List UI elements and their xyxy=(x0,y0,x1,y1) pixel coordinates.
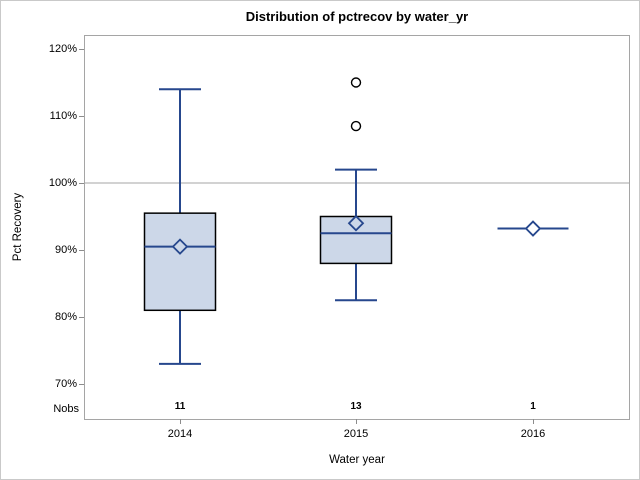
x-tick-mark xyxy=(533,419,534,424)
x-tick-mark xyxy=(356,419,357,424)
outlier-point xyxy=(350,120,362,132)
mean-diamond-icon xyxy=(171,238,189,255)
x-tick-mark xyxy=(180,419,181,424)
plot-area xyxy=(84,35,630,420)
y-tick-label: 80% xyxy=(54,311,77,323)
mean-diamond-icon xyxy=(347,214,365,232)
chart-title: Distribution of pctrecov by water_yr xyxy=(245,9,469,24)
boxplot-canvas xyxy=(85,77,629,365)
x-tick-label: 2015 xyxy=(343,428,369,440)
outlier-point xyxy=(350,77,362,88)
box-rect xyxy=(143,212,217,312)
y-tick-label: 90% xyxy=(54,244,77,256)
y-axis-title-text: Pct Recovery xyxy=(12,192,25,261)
x-tick-label: 2016 xyxy=(520,428,546,440)
nobs-value: 11 xyxy=(174,401,186,412)
y-tick-mark xyxy=(79,116,84,117)
mean-diamond-icon xyxy=(524,220,542,237)
y-tick-mark xyxy=(79,384,84,385)
nobs-row-label: Nobs xyxy=(53,403,79,415)
y-tick-mark xyxy=(79,250,84,251)
nobs-value: 13 xyxy=(350,401,362,412)
y-tick-label: 120% xyxy=(48,43,77,55)
y-tick-label: 70% xyxy=(54,378,77,390)
x-tick-label: 2014 xyxy=(167,428,193,440)
y-axis-title: Pct Recovery xyxy=(3,35,33,418)
x-axis-title: Water year xyxy=(329,454,385,466)
y-tick-label: 100% xyxy=(48,177,77,189)
y-tick-mark xyxy=(79,49,84,50)
y-tick-mark xyxy=(79,317,84,318)
y-tick-label: 110% xyxy=(49,110,77,122)
nobs-value: 1 xyxy=(530,401,536,412)
y-tick-mark xyxy=(79,183,84,184)
